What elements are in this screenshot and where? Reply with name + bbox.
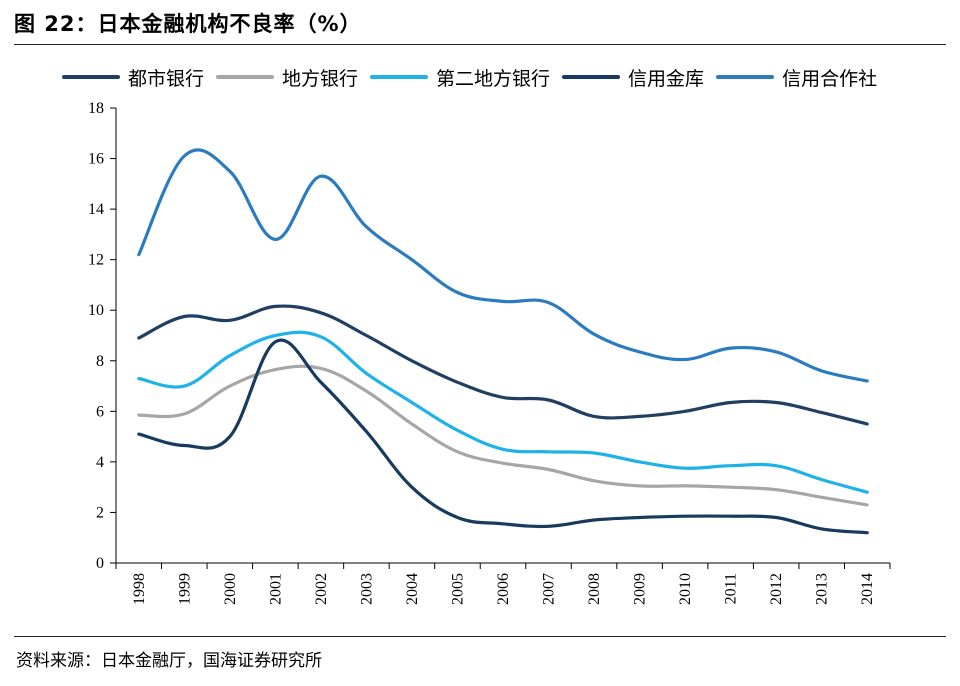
x-tick-label: 2006 [495,573,512,605]
x-tick-label: 2002 [313,573,330,605]
x-tick-label: 2005 [449,573,466,605]
legend-item: 第二地方银行 [370,64,550,91]
y-tick-label: 4 [96,454,104,471]
legend-label: 都市银行 [128,67,205,90]
x-tick-label: 2000 [222,573,239,605]
legend-swatch [216,75,275,79]
y-tick-label: 10 [88,302,104,319]
series-line-4 [137,338,869,535]
y-tick-label: 6 [96,403,104,420]
y-tick-label: 12 [88,252,104,269]
legend-swatch [716,75,775,79]
legend-item: 地方银行 [216,64,358,91]
figure-title: 图 22：日本金融机构不良率（%） [14,12,362,36]
x-tick-label: 2008 [586,573,603,605]
legend-label: 第二地方银行 [436,67,551,90]
x-tick-label: 1999 [176,573,193,605]
x-tick-label: 2014 [859,573,876,605]
series-line-1 [137,304,869,426]
y-tick-label: 14 [88,201,104,218]
y-tick-label: 2 [96,504,104,521]
x-tick-label: 2009 [632,573,649,605]
source-note: 资料来源：日本金融厅，国海证券研究所 [16,651,322,671]
legend-label: 地方银行 [282,67,359,90]
y-tick-label: 8 [96,353,104,370]
x-tick-label: 2013 [814,573,831,605]
x-tick-label: 2003 [358,573,375,605]
series-line-5 [137,148,869,383]
chart-axes: 0 2 4 6 8 10 12 14 16 18 1998 1999 2000 2001 2002 2003 2… [88,100,891,605]
y-tick-label: 0 [96,555,104,572]
x-tick-label: 2001 [267,573,284,605]
legend-swatch [562,75,621,79]
legend-item: 都市银行 [62,64,204,91]
x-tick-label: 2007 [541,573,558,605]
legend-item: 信用合作社 [716,64,877,91]
title-divider [14,44,946,45]
series-line-2 [137,364,869,507]
legend-label: 信用合作社 [782,67,878,90]
legend-label: 信用金库 [628,67,705,90]
source-divider [14,636,946,637]
x-tick-label: 2011 [723,573,740,604]
chart-legend: 都市银行 地方银行 第二地方银行 信用金库 信用合作社 [62,60,889,94]
legend-item: 信用金库 [562,64,704,91]
legend-swatch [370,75,429,79]
series-line-3 [137,330,869,494]
x-tick-label: 2004 [404,573,421,605]
x-tick-label: 2012 [768,573,785,605]
legend-swatch [62,75,120,79]
x-tick-label: 1998 [131,573,148,605]
x-tick-label: 2010 [677,573,694,605]
y-tick-label: 16 [88,151,104,168]
y-tick-label: 18 [88,100,104,117]
chart-series [137,148,869,535]
